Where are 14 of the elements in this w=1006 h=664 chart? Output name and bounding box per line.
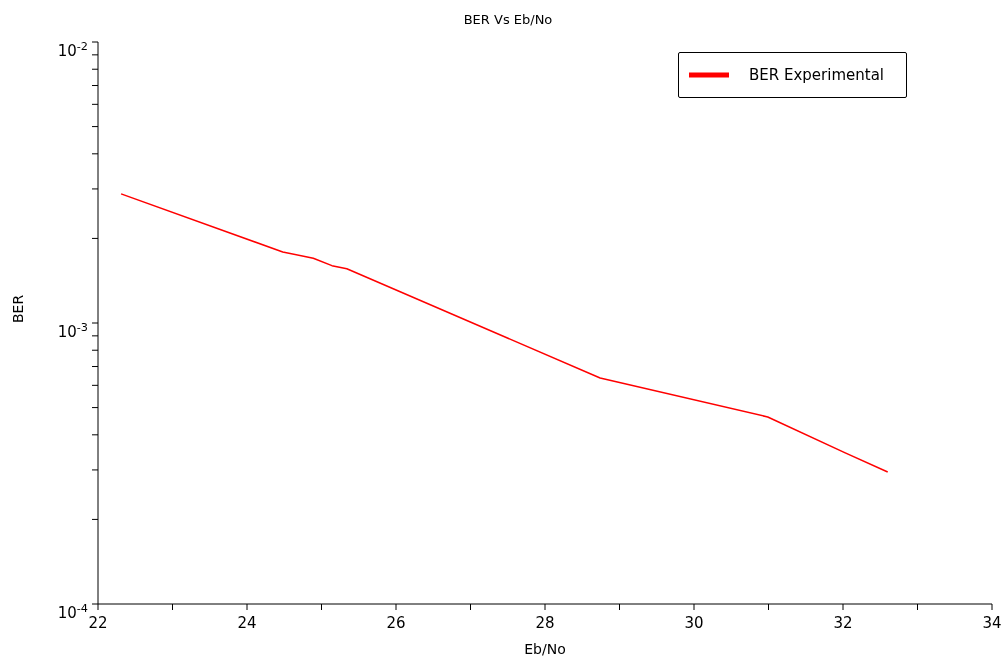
- x-tick-label: 32: [833, 614, 853, 632]
- x-tick-label: 26: [386, 614, 406, 632]
- x-tick-label: 34: [982, 614, 1002, 632]
- y-tick-label: 10$^{-2}$: [57, 39, 88, 60]
- legend-label: BER Experimental: [749, 65, 884, 84]
- x-tick-label: 28: [535, 614, 555, 632]
- chart-title: BER Vs Eb/No: [462, 12, 554, 27]
- x-axis-title: Eb/No: [524, 641, 566, 657]
- y-tick-label: 10$^{-3}$: [57, 320, 88, 341]
- y-tick-label: 10$^{-4}$: [57, 601, 88, 622]
- y-axis-title: BER: [9, 294, 26, 323]
- x-tick-label: 24: [237, 614, 257, 632]
- x-tick-label: 22: [88, 614, 108, 632]
- x-tick-label: 30: [684, 614, 704, 632]
